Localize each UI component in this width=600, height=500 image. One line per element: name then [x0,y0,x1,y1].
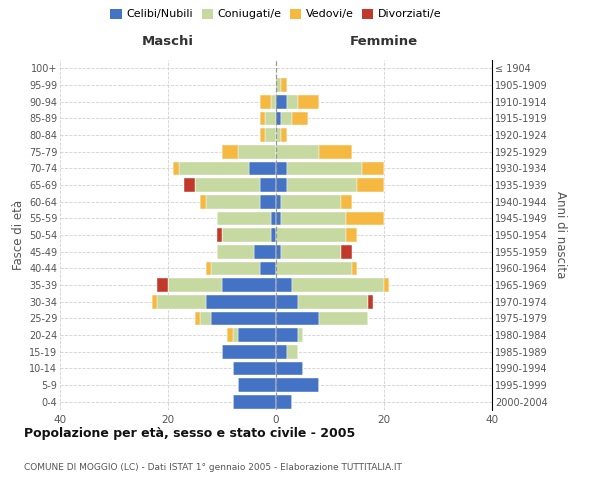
Bar [281,112,292,125]
Bar [276,312,319,325]
Bar [276,145,319,158]
Bar [233,362,276,375]
Bar [271,228,276,242]
Bar [352,262,357,275]
Bar [287,162,362,175]
Bar [276,128,281,142]
Bar [281,195,341,208]
Bar [292,112,308,125]
Bar [276,245,281,258]
Text: Popolazione per età, sesso e stato civile - 2005: Popolazione per età, sesso e stato civil… [24,428,355,440]
Bar [200,195,206,208]
Bar [249,162,276,175]
Bar [357,178,384,192]
Bar [276,178,287,192]
Bar [281,245,341,258]
Text: COMUNE DI MOGGIO (LC) - Dati ISTAT 1° gennaio 2005 - Elaborazione TUTTITALIA.IT: COMUNE DI MOGGIO (LC) - Dati ISTAT 1° ge… [24,462,402,471]
Text: Femmine: Femmine [350,36,418,49]
Bar [238,378,276,392]
Bar [260,112,265,125]
Bar [287,345,298,358]
Bar [233,328,238,342]
Bar [233,395,276,408]
Bar [346,212,384,225]
Bar [281,212,346,225]
Bar [184,178,195,192]
Bar [211,312,276,325]
Y-axis label: Fasce di età: Fasce di età [11,200,25,270]
Bar [319,312,368,325]
Bar [276,78,281,92]
Bar [298,95,319,108]
Bar [260,95,271,108]
Bar [222,145,238,158]
Bar [276,328,298,342]
Bar [384,278,389,292]
Bar [298,295,368,308]
Bar [206,195,260,208]
Bar [195,178,260,192]
Bar [222,228,271,242]
Bar [298,328,303,342]
Bar [287,178,357,192]
Bar [341,195,352,208]
Bar [276,162,287,175]
Bar [276,278,292,292]
Bar [276,212,281,225]
Bar [276,295,298,308]
Bar [211,262,260,275]
Bar [222,278,276,292]
Bar [271,212,276,225]
Bar [206,295,276,308]
Bar [276,395,292,408]
Bar [341,245,352,258]
Text: Maschi: Maschi [142,36,194,49]
Bar [195,312,200,325]
Bar [292,278,384,292]
Bar [206,262,211,275]
Bar [276,112,281,125]
Bar [287,95,298,108]
Bar [260,195,276,208]
Bar [173,162,179,175]
Bar [152,295,157,308]
Bar [368,295,373,308]
Bar [265,112,276,125]
Bar [260,128,265,142]
Bar [222,345,276,358]
Bar [276,345,287,358]
Bar [276,95,287,108]
Bar [260,262,276,275]
Bar [346,228,357,242]
Bar [157,278,168,292]
Bar [265,128,276,142]
Bar [254,245,276,258]
Bar [227,328,233,342]
Bar [276,378,319,392]
Bar [217,228,222,242]
Bar [281,128,287,142]
Bar [217,212,271,225]
Y-axis label: Anni di nascita: Anni di nascita [554,192,567,278]
Bar [281,78,287,92]
Bar [157,295,206,308]
Bar [238,145,276,158]
Bar [179,162,249,175]
Bar [276,195,281,208]
Bar [362,162,384,175]
Bar [276,362,303,375]
Bar [260,178,276,192]
Bar [271,95,276,108]
Bar [200,312,211,325]
Bar [319,145,352,158]
Bar [276,262,352,275]
Bar [238,328,276,342]
Bar [217,245,254,258]
Bar [168,278,222,292]
Bar [276,228,346,242]
Legend: Celibi/Nubili, Coniugati/e, Vedovi/e, Divorziati/e: Celibi/Nubili, Coniugati/e, Vedovi/e, Di… [110,8,442,20]
